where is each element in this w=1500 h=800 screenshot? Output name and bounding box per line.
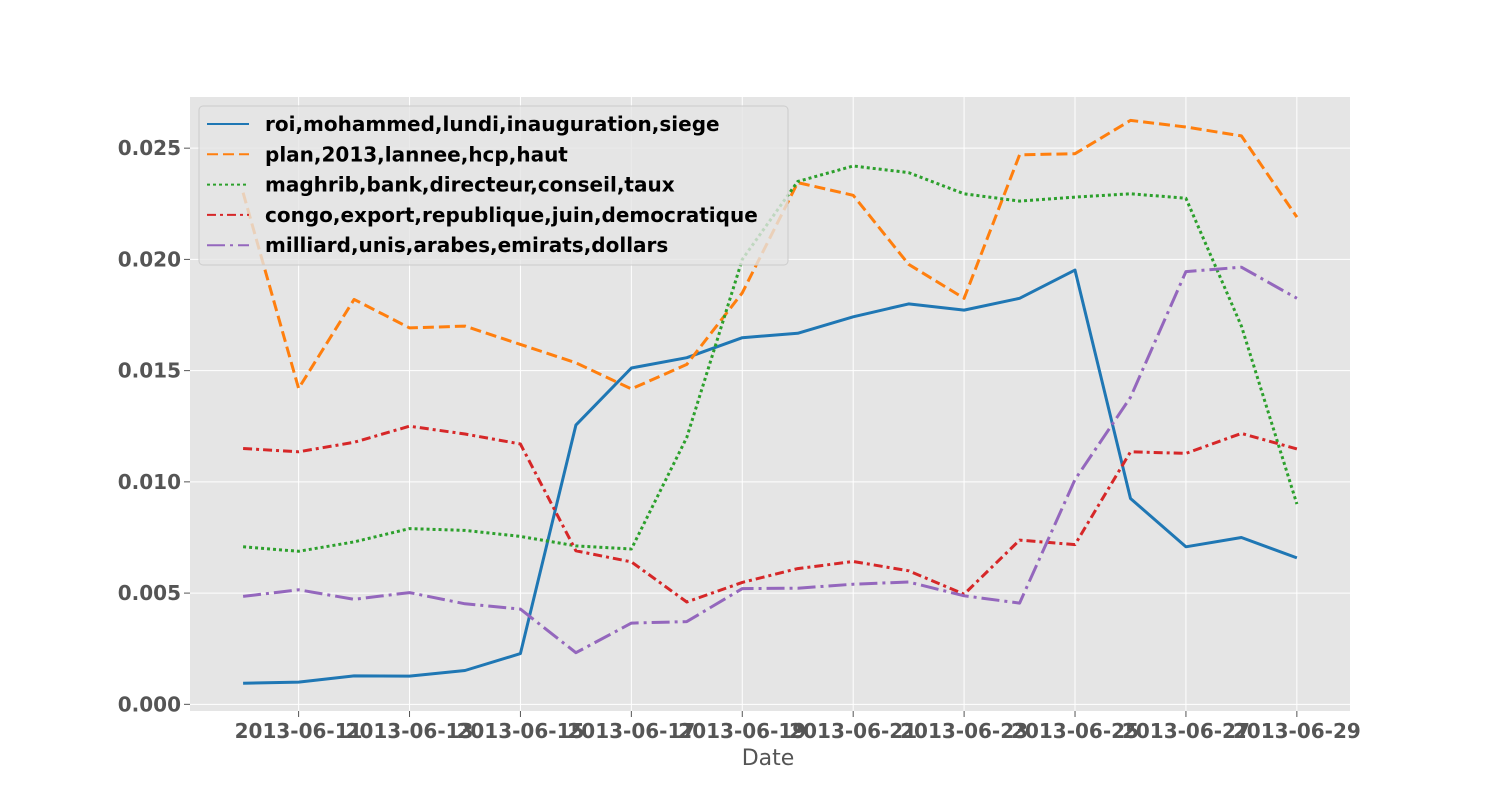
legend-label: milliard,unis,arabes,emirats,dollars [265, 233, 668, 257]
x-tick-label: 2013-06-13 [346, 719, 474, 743]
x-axis-label: Date [742, 746, 795, 771]
x-tick-label: 2013-06-27 [1122, 719, 1250, 743]
series-line [243, 268, 1298, 685]
y-tick-label: 0.005 [118, 581, 181, 605]
legend-label: maghrib,bank,directeur,conseil,taux [265, 173, 675, 197]
series-line [242, 265, 1298, 655]
legend-label: roi,mohammed,lundi,inauguration,siege [265, 112, 720, 136]
y-tick-label: 0.020 [118, 247, 181, 271]
legend-label: congo,export,republique,juin,democratiqu… [265, 203, 758, 227]
legend-label: plan,2013,lannee,hcp,haut [265, 142, 568, 166]
y-tick-label: 0.025 [118, 136, 181, 160]
y-tick-label: 0.000 [118, 692, 181, 716]
y-tick-label: 0.010 [118, 470, 181, 494]
y-axis: 0.000 0.005 0.010 0.015 0.020 0.025 [118, 136, 190, 716]
series-line [243, 424, 1298, 604]
x-tick-label: 2013-06-15 [456, 719, 584, 743]
x-tick-label: 2013-06-17 [567, 719, 695, 743]
y-tick-label: 0.015 [118, 359, 181, 383]
x-tick-label: 2013-06-25 [1011, 719, 1139, 743]
x-axis: 2013-06-112013-06-132013-06-152013-06-17… [235, 711, 1361, 743]
legend: roi,mohammed,lundi,inauguration,siege pla… [198, 105, 789, 266]
x-tick-label: 2013-06-21 [789, 719, 917, 743]
x-tick-label: 2013-06-11 [235, 719, 363, 743]
legend-box [198, 105, 789, 266]
x-tick-label: 2013-06-29 [1233, 719, 1361, 743]
x-tick-label: 2013-06-19 [678, 719, 806, 743]
x-tick-label: 2013-06-23 [900, 719, 1028, 743]
